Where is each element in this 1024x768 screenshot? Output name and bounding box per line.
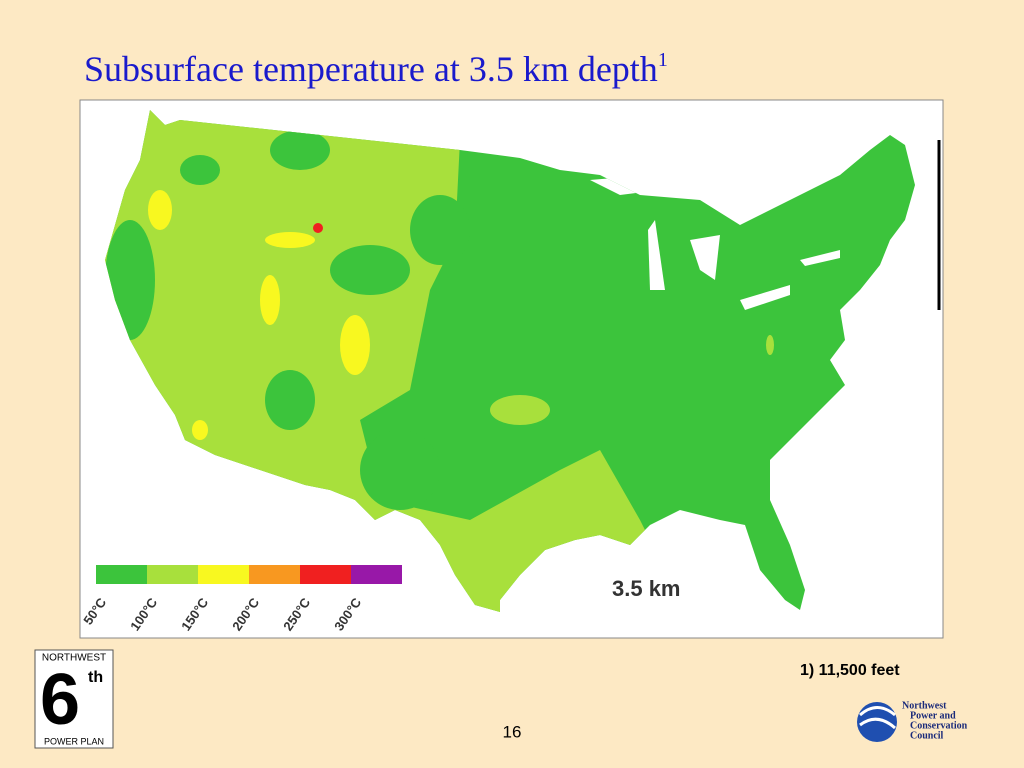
hot-patches <box>148 190 370 440</box>
logo-line: Council <box>910 730 944 741</box>
logo-bottom: POWER PLAN <box>44 736 104 746</box>
legend-swatch <box>351 565 402 584</box>
page-number: 16 <box>503 722 522 741</box>
logo-suffix: th <box>88 669 103 686</box>
logo-number: 6 <box>40 660 80 740</box>
footnote: 1) 11,500 feet <box>800 662 900 679</box>
left-logo: NORTHWEST 6 th POWER PLAN <box>34 649 114 749</box>
title-note: 1 <box>658 49 668 71</box>
depth-label: 3.5 km <box>612 576 681 601</box>
legend-swatch <box>96 565 147 584</box>
hot-spot <box>313 223 323 233</box>
logo-top: NORTHWEST <box>42 653 106 664</box>
logo-swirl <box>857 702 897 742</box>
logo-line: Power and <box>910 710 956 721</box>
legend-swatch <box>198 565 249 584</box>
logo-line: Northwest <box>902 700 947 711</box>
logo-line: Conservation <box>910 720 968 731</box>
logo-waves <box>859 706 896 730</box>
warm-patches <box>490 335 774 425</box>
legend-swatch <box>147 565 198 584</box>
title-text: Subsurface temperature at 3.5 km depth <box>84 49 658 89</box>
legend-swatch <box>300 565 351 584</box>
legend-swatch <box>249 565 300 584</box>
logo-box <box>34 649 114 749</box>
slide-title: Subsurface temperature at 3.5 km depth1 <box>84 49 668 90</box>
